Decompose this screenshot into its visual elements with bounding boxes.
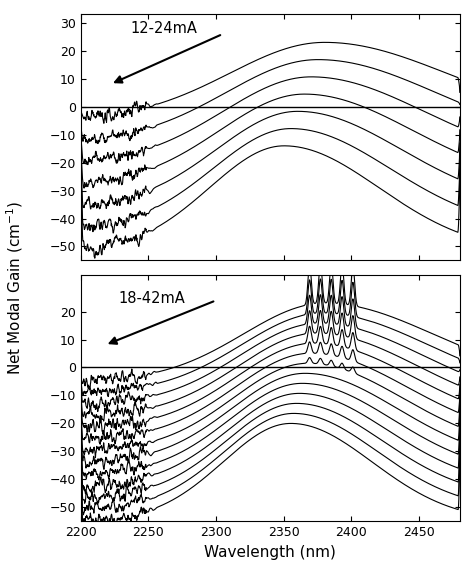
Text: 12-24mA: 12-24mA [131,21,198,36]
Text: 18-42mA: 18-42mA [118,291,185,306]
X-axis label: Wavelength (nm): Wavelength (nm) [204,545,336,560]
Text: Net Modal Gain (cm$^{-1}$): Net Modal Gain (cm$^{-1}$) [4,201,25,375]
